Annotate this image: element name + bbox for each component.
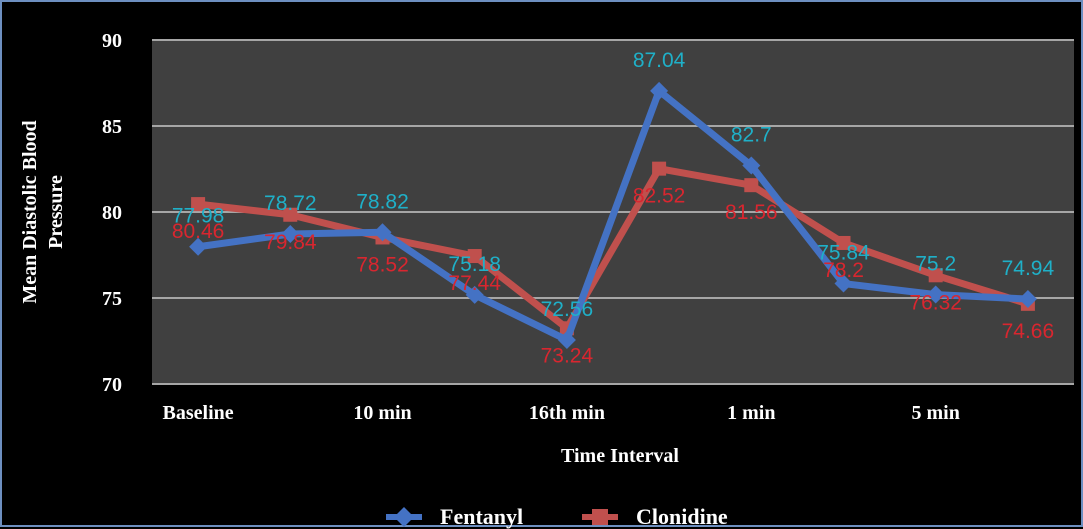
data-label-fentanyl: 72.56: [541, 298, 594, 321]
series-line-fentanyl: [194, 87, 1032, 344]
data-point-clonidine: [928, 268, 943, 283]
y-tick-label: 75: [102, 288, 122, 310]
data-label-fentanyl: 78.82: [356, 190, 409, 213]
data-point-fentanyl: [650, 81, 669, 100]
legend-marker-fentanyl: [394, 507, 414, 527]
data-label-fentanyl: 75.2: [915, 253, 956, 276]
legend-marker-clonidine: [592, 509, 608, 525]
data-point-clonidine: [191, 197, 206, 212]
data-point-fentanyl: [557, 330, 576, 349]
data-label-fentanyl: 75.18: [448, 253, 501, 276]
data-point-fentanyl: [742, 156, 761, 175]
data-point-fentanyl: [189, 237, 208, 256]
data-point-fentanyl: [373, 223, 392, 242]
data-label-fentanyl: 77.98: [172, 205, 225, 228]
series-line-clonidine: [194, 165, 1032, 332]
y-tick-label: 90: [102, 30, 122, 52]
data-point-fentanyl: [465, 285, 484, 304]
x-tick-label: 5 min: [912, 402, 960, 424]
data-label-clonidine: 78.52: [356, 253, 409, 276]
x-tick-label: 1 min: [727, 402, 775, 424]
data-label-clonidine: 81.56: [725, 201, 778, 224]
data-label-clonidine: 76.32: [909, 291, 962, 314]
data-label-fentanyl: 82.7: [731, 124, 772, 147]
data-point-clonidine: [283, 207, 298, 222]
data-label-fentanyl: 87.04: [633, 49, 686, 72]
data-label-clonidine: 78.2: [823, 259, 864, 282]
y-tick-label: 70: [102, 374, 122, 396]
data-point-clonidine: [652, 161, 667, 176]
x-tick-label: 16th min: [529, 402, 605, 424]
y-tick-label: 85: [102, 116, 122, 138]
data-label-fentanyl: 74.94: [1002, 257, 1055, 280]
data-label-clonidine: 80.46: [172, 220, 225, 243]
x-axis-ticks: Baseline 10 min 16th min 1 min 5 min: [163, 402, 960, 424]
x-tick-label: Baseline: [163, 402, 234, 424]
data-point-clonidine: [744, 178, 759, 193]
data-label-clonidine: 77.44: [448, 272, 501, 295]
y-axis-title-line-2: Pressure: [45, 175, 67, 249]
y-axis-ticks: 70 75 80 85 90: [102, 30, 122, 396]
data-label-fentanyl: 75.84: [817, 242, 870, 265]
data-label-clonidine: 82.52: [633, 185, 686, 208]
data-label-clonidine: 79.84: [264, 231, 317, 254]
series-layer: [189, 81, 1037, 349]
data-point-fentanyl: [926, 285, 945, 304]
data-label-fentanyl: 78.72: [264, 192, 317, 215]
legend-label-fentanyl: Fentanyl: [440, 504, 523, 529]
legend-label-clonidine: Clonidine: [636, 504, 728, 529]
data-label-clonidine: 73.24: [541, 344, 594, 367]
data-point-fentanyl: [1018, 290, 1037, 309]
data-point-clonidine: [467, 249, 482, 264]
y-axis-title-line-1: Mean Diastolic Blood: [19, 120, 41, 303]
y-tick-label: 80: [102, 202, 122, 224]
x-axis-title: Time Interval: [561, 445, 679, 467]
data-label-clonidine: 74.66: [1002, 320, 1055, 343]
x-tick-label: 10 min: [353, 402, 411, 424]
data-point-fentanyl: [834, 274, 853, 293]
data-point-fentanyl: [281, 225, 300, 244]
legend: Fentanyl Clonidine: [386, 504, 728, 529]
data-point-clonidine: [836, 235, 851, 250]
